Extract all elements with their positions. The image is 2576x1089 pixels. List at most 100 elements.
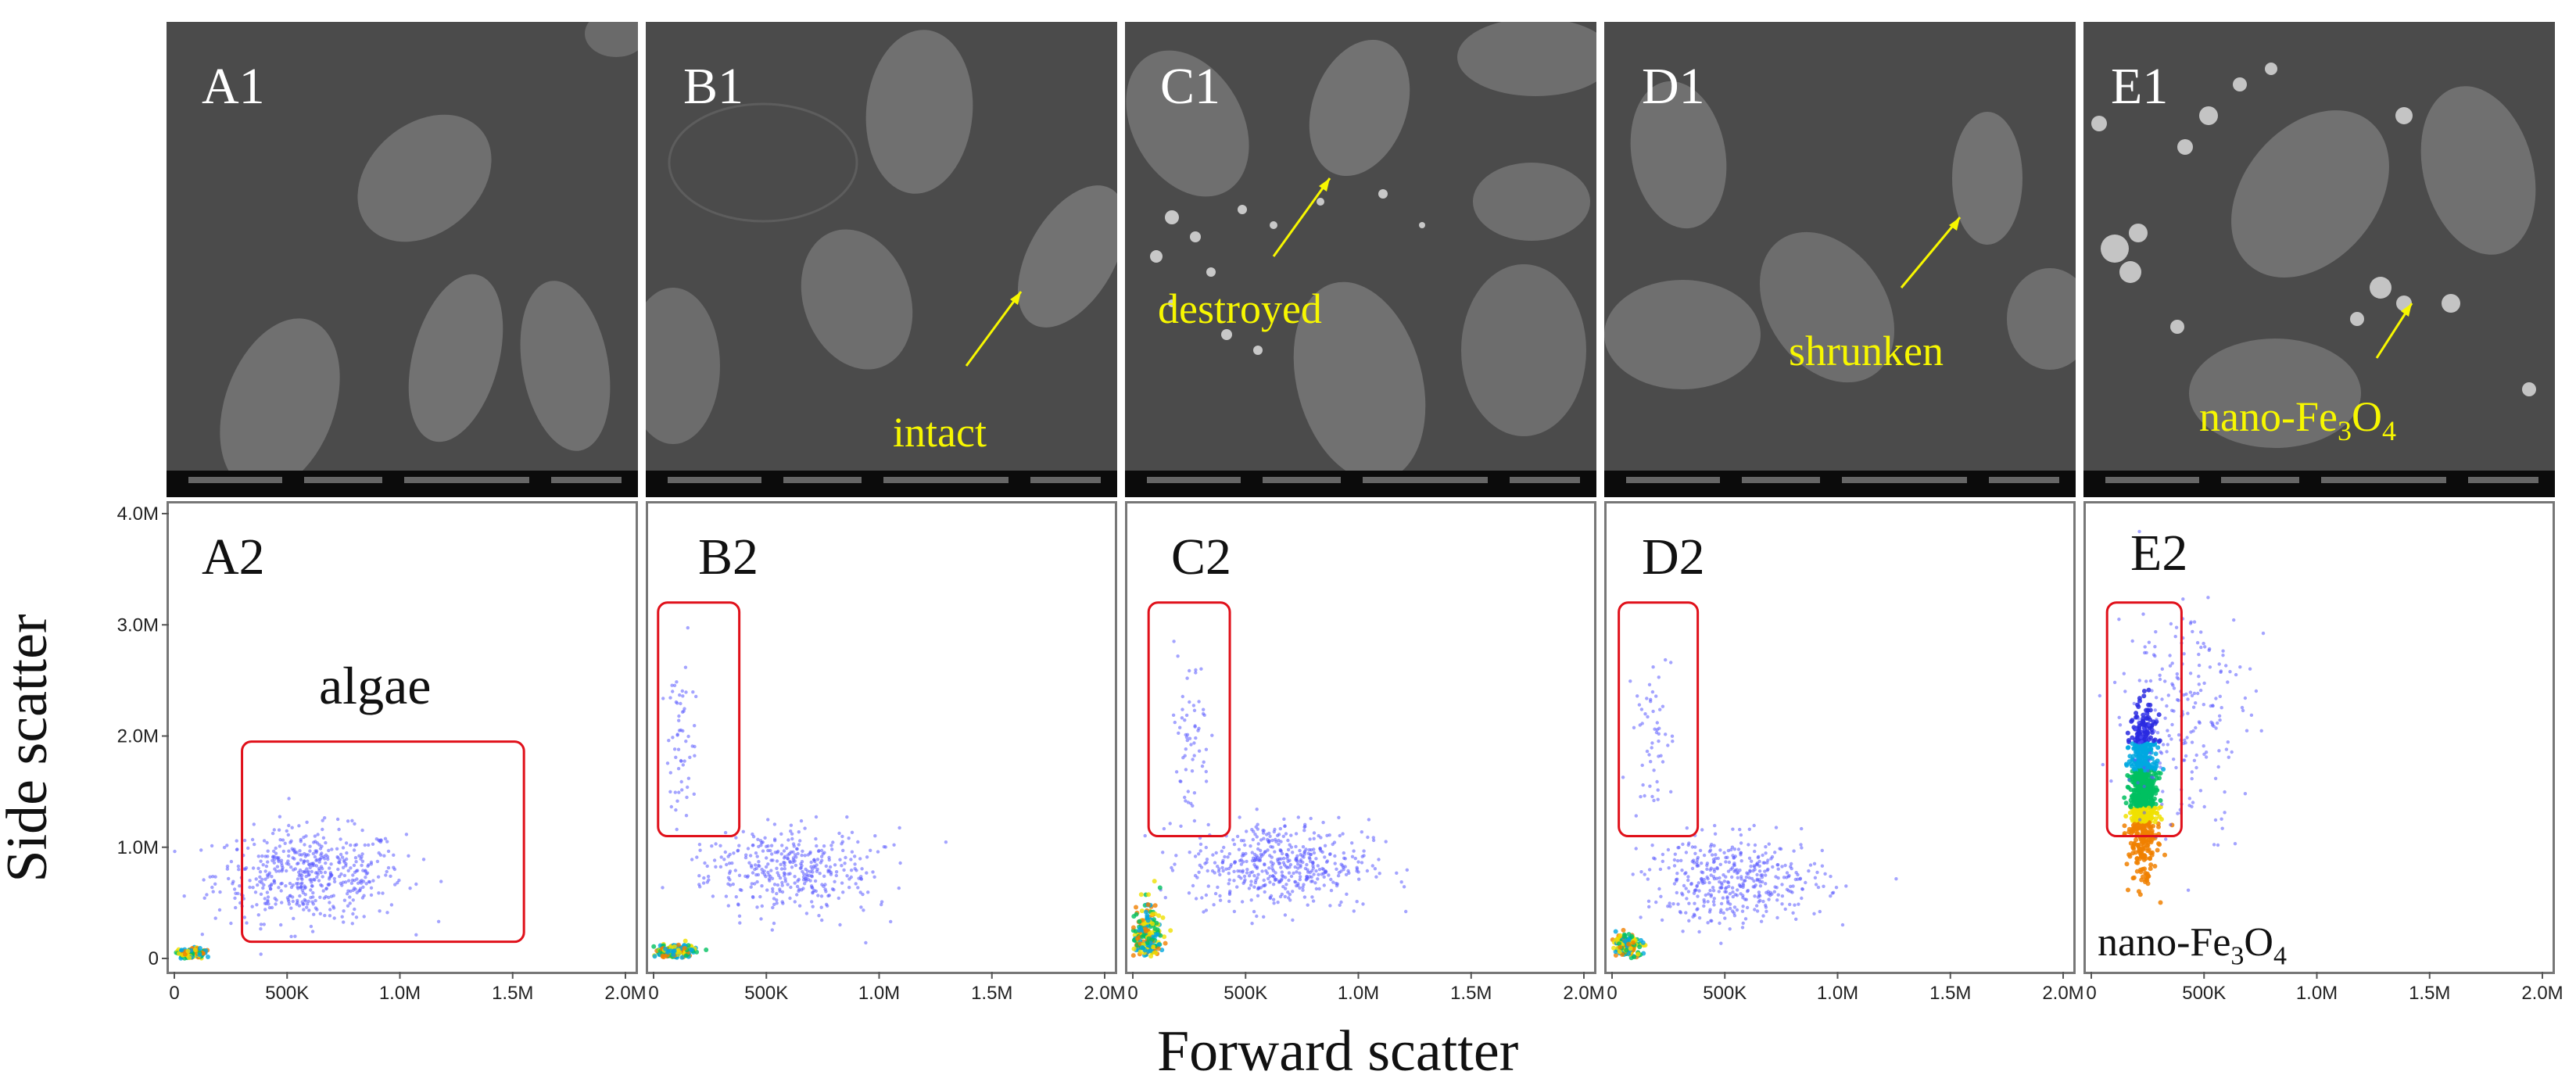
data-point [311, 890, 315, 895]
data-point [772, 837, 777, 841]
data-point [1196, 729, 1200, 733]
data-point [2129, 801, 2134, 806]
data-point [310, 869, 313, 874]
data-point [816, 849, 821, 854]
data-point [2152, 864, 2158, 869]
data-point [1280, 851, 1284, 856]
data-point [1271, 874, 1275, 878]
data-point [1251, 837, 1256, 842]
data-point [1194, 736, 1198, 740]
data-point [783, 879, 788, 883]
data-point [1259, 852, 1263, 857]
data-point [1327, 873, 1331, 877]
data-point [853, 854, 857, 858]
data-point [677, 718, 681, 722]
data-point [856, 840, 860, 844]
data-point [737, 914, 742, 919]
data-point [756, 837, 760, 842]
data-point [675, 680, 679, 684]
data-point [1766, 867, 1770, 872]
data-point [677, 950, 683, 955]
data-point [755, 879, 759, 884]
data-point [354, 860, 358, 864]
data-point [1323, 844, 1327, 848]
data-point [1744, 897, 1748, 901]
data-point [389, 874, 392, 879]
annotation-arrowhead [2401, 303, 2412, 317]
data-point [779, 867, 784, 871]
data-point [213, 875, 217, 879]
data-point [1712, 844, 1716, 847]
data-point [1335, 867, 1338, 872]
data-point [723, 850, 727, 854]
data-point [360, 852, 364, 856]
data-point [661, 955, 666, 960]
data-point [1190, 769, 1195, 773]
data-point [710, 844, 714, 848]
data-point [769, 844, 774, 847]
data-point [1240, 854, 1245, 858]
data-point [2209, 704, 2212, 708]
data-point [2194, 701, 2198, 705]
data-point [1342, 865, 1345, 869]
data-point [1292, 871, 1295, 876]
data-point [677, 714, 681, 718]
data-point [814, 815, 819, 819]
data-point [1218, 894, 1222, 898]
data-point [287, 854, 291, 858]
data-point [731, 882, 735, 887]
data-point [1288, 865, 1292, 869]
data-point [192, 948, 198, 953]
data-point [2147, 640, 2151, 644]
data-point [287, 849, 291, 853]
data-point [346, 819, 350, 823]
algae-cell [1604, 280, 1761, 389]
data-point [2130, 735, 2135, 740]
data-point [1252, 862, 1256, 867]
data-point [287, 823, 291, 828]
data-point [2148, 751, 2152, 755]
data-point [2249, 713, 2254, 717]
data-point [1722, 873, 1725, 877]
data-point [1361, 902, 1365, 906]
data-point [270, 875, 274, 879]
data-point [1288, 898, 1292, 902]
data-point [2199, 645, 2203, 650]
data-point [701, 881, 706, 885]
data-point [840, 881, 844, 885]
data-point [340, 915, 344, 919]
data-point [1263, 883, 1267, 888]
data-point [1145, 902, 1151, 908]
data-point [359, 857, 363, 861]
data-point [280, 901, 284, 905]
debris [1150, 189, 1425, 355]
data-point [1634, 814, 1638, 818]
data-point [2148, 866, 2153, 872]
data-point [1624, 948, 1629, 953]
data-point [1783, 863, 1787, 868]
data-point [2194, 753, 2198, 758]
scatter-frame-c2 [1125, 501, 1596, 974]
data-point [1312, 847, 1316, 851]
data-point [315, 871, 319, 875]
data-point [840, 834, 844, 839]
data-point [2169, 822, 2173, 827]
data-point [2137, 698, 2142, 704]
data-point [328, 914, 332, 918]
data-point [2151, 776, 2155, 780]
data-point [1676, 902, 1680, 906]
data-point [689, 947, 694, 952]
data-point [1197, 749, 1202, 753]
data-point [2135, 702, 2141, 707]
algae-cell [520, 281, 611, 451]
data-point [1268, 880, 1272, 884]
data-point [1732, 905, 1737, 909]
data-point [1640, 763, 1644, 768]
data-point [1218, 872, 1222, 877]
data-point [1197, 870, 1201, 875]
data-point [386, 865, 391, 870]
data-point [351, 873, 355, 877]
data-point [1287, 871, 1292, 875]
data-point [1681, 893, 1685, 897]
data-point [367, 863, 371, 867]
